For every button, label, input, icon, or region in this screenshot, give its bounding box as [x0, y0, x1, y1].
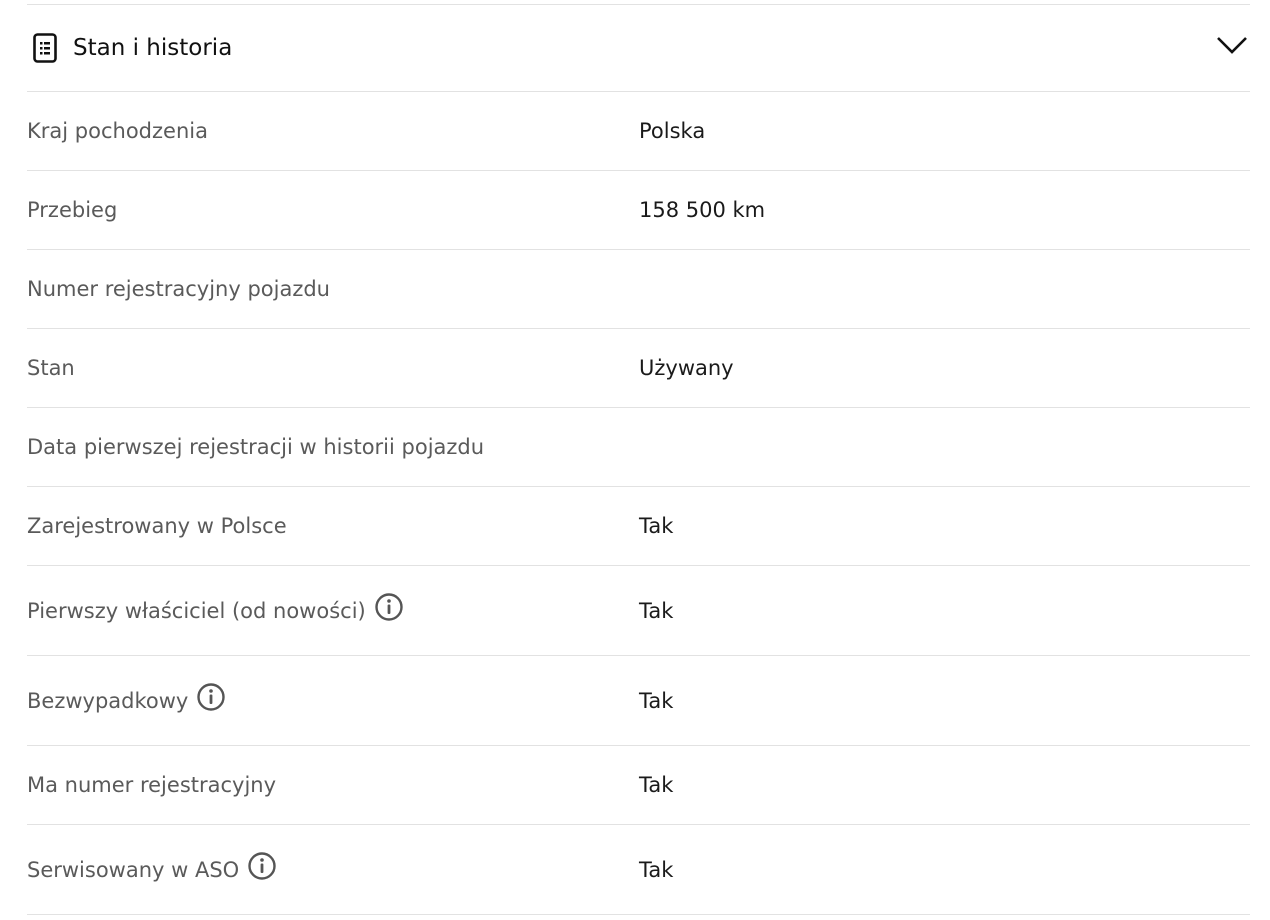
detail-label-container: Bezwypadkowy: [27, 682, 639, 713]
detail-label: Serwisowany w ASO: [27, 857, 240, 882]
info-icon[interactable]: [196, 682, 226, 712]
detail-row: Pierwszy właściciel (od nowości) Tak: [27, 566, 1250, 656]
section-header-toggle[interactable]: Stan i historia: [27, 5, 1250, 92]
detail-value: Tak: [639, 514, 674, 538]
detail-label-container: Pierwszy właściciel (od nowości): [27, 592, 639, 623]
detail-label-container: Przebieg: [27, 198, 639, 222]
info-icon[interactable]: [374, 592, 404, 622]
detail-row: Serwisowany w ASO Tak: [27, 825, 1250, 915]
section-title: Stan i historia: [73, 35, 233, 61]
detail-label: Bezwypadkowy: [27, 688, 189, 713]
info-icon[interactable]: [247, 851, 277, 881]
detail-row: Numer rejestracyjny pojazdu: [27, 250, 1250, 329]
detail-value: Używany: [639, 356, 734, 380]
detail-label: Data pierwszej rejestracji w historii po…: [27, 435, 485, 459]
detail-value: Tak: [639, 857, 674, 882]
detail-label: Ma numer rejestracyjny: [27, 773, 277, 797]
detail-value: Tak: [639, 773, 674, 797]
detail-value: Tak: [639, 688, 674, 713]
detail-label: Pierwszy właściciel (od nowości): [27, 598, 366, 623]
detail-row: Bezwypadkowy Tak: [27, 656, 1250, 746]
detail-value: Tak: [639, 598, 674, 623]
detail-label-container: Ma numer rejestracyjny: [27, 773, 639, 797]
condition-history-section: Stan i historia Kraj pochodzenia Polska Pr…: [27, 4, 1250, 915]
detail-row: Kraj pochodzenia Polska: [27, 92, 1250, 171]
detail-label: Stan: [27, 356, 75, 380]
detail-label-container: Zarejestrowany w Polsce: [27, 514, 639, 538]
document-list-icon: [33, 33, 57, 63]
detail-label: Zarejestrowany w Polsce: [27, 514, 287, 538]
detail-label-container: Numer rejestracyjny pojazdu: [27, 277, 639, 301]
detail-label: Przebieg: [27, 198, 118, 222]
detail-label: Numer rejestracyjny pojazdu: [27, 277, 330, 301]
detail-value: Polska: [639, 119, 706, 143]
detail-label-container: Stan: [27, 356, 639, 380]
detail-row: Przebieg 158 500 km: [27, 171, 1250, 250]
detail-row: Stan Używany: [27, 329, 1250, 408]
detail-label-container: Serwisowany w ASO: [27, 851, 639, 882]
detail-value: 158 500 km: [639, 198, 766, 222]
detail-row: Zarejestrowany w Polsce Tak: [27, 487, 1250, 566]
detail-label-container: Data pierwszej rejestracji w historii po…: [27, 435, 639, 459]
detail-row: Data pierwszej rejestracji w historii po…: [27, 408, 1250, 487]
detail-row: Ma numer rejestracyjny Tak: [27, 746, 1250, 825]
chevron-down-icon[interactable]: [1216, 35, 1248, 55]
detail-label: Kraj pochodzenia: [27, 119, 208, 143]
detail-label-container: Kraj pochodzenia: [27, 119, 639, 143]
